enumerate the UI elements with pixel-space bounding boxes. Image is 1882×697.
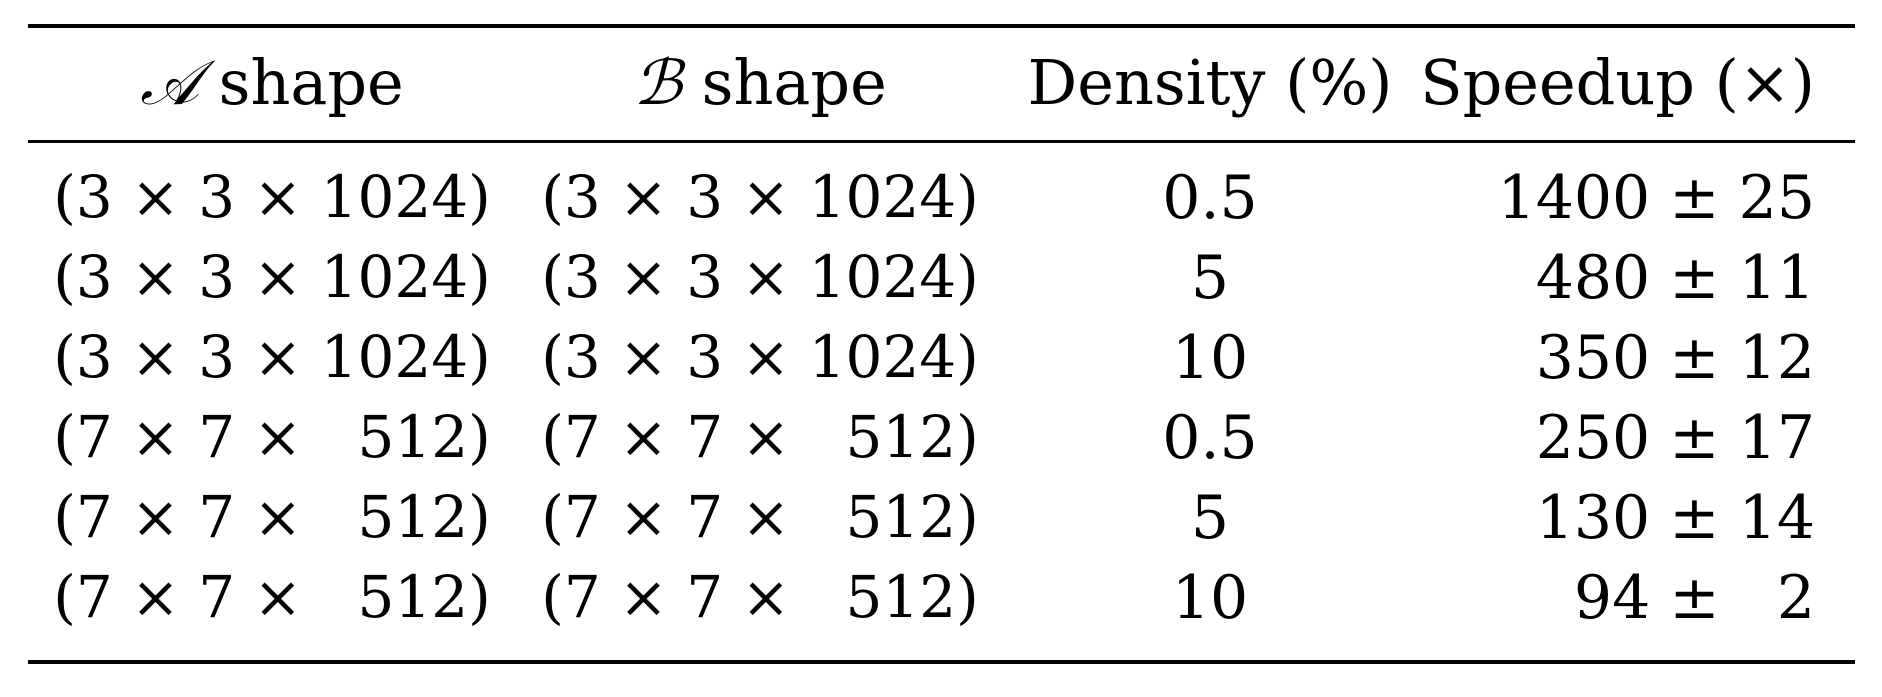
table-top-rule — [28, 24, 1855, 28]
cell-speedup: 94 ± 2 — [1573, 563, 1815, 633]
cell-b-shape: (7 × 7 × 512) — [541, 563, 979, 631]
cell-b-shape: (3 × 3 × 1024) — [541, 323, 979, 391]
cell-a-shape: (7 × 7 × 512) — [53, 403, 491, 471]
cell-density: 5 — [1190, 243, 1230, 313]
header-speedup: Speedup (×) — [1420, 46, 1815, 119]
cell-a-shape: (7 × 7 × 512) — [53, 563, 491, 631]
table-bottom-rule — [28, 660, 1855, 664]
cell-a-shape: (3 × 3 × 1024) — [53, 243, 491, 311]
cell-b-shape: (7 × 7 × 512) — [541, 403, 979, 471]
cell-speedup: 1400 ± 25 — [1497, 163, 1815, 233]
cell-a-shape: (7 × 7 × 512) — [53, 483, 491, 551]
cell-density: 10 — [1171, 563, 1249, 633]
cell-density: 0.5 — [1162, 403, 1258, 473]
header-b-symbol: ℬ — [633, 46, 682, 119]
header-b-shape: ℬ shape — [633, 52, 887, 114]
cell-speedup: 250 ± 17 — [1535, 403, 1815, 473]
cell-a-shape: (3 × 3 × 1024) — [53, 323, 491, 391]
header-density: Density (%) — [1027, 46, 1393, 119]
cell-speedup: 480 ± 11 — [1535, 243, 1815, 313]
cell-density: 10 — [1171, 323, 1249, 393]
cell-speedup: 350 ± 12 — [1535, 323, 1815, 393]
header-a-symbol: 𝒜 — [140, 46, 199, 119]
header-a-shape: 𝒜 shape — [140, 52, 403, 114]
cell-a-shape: (3 × 3 × 1024) — [53, 163, 491, 231]
cell-density: 5 — [1190, 483, 1230, 553]
header-a-text: shape — [198, 46, 404, 119]
cell-density: 0.5 — [1162, 163, 1258, 233]
cell-b-shape: (3 × 3 × 1024) — [541, 163, 979, 231]
cell-b-shape: (7 × 7 × 512) — [541, 483, 979, 551]
header-b-text: shape — [681, 46, 887, 119]
table-header-rule — [28, 140, 1855, 143]
cell-speedup: 130 ± 14 — [1535, 483, 1815, 553]
cell-b-shape: (3 × 3 × 1024) — [541, 243, 979, 311]
